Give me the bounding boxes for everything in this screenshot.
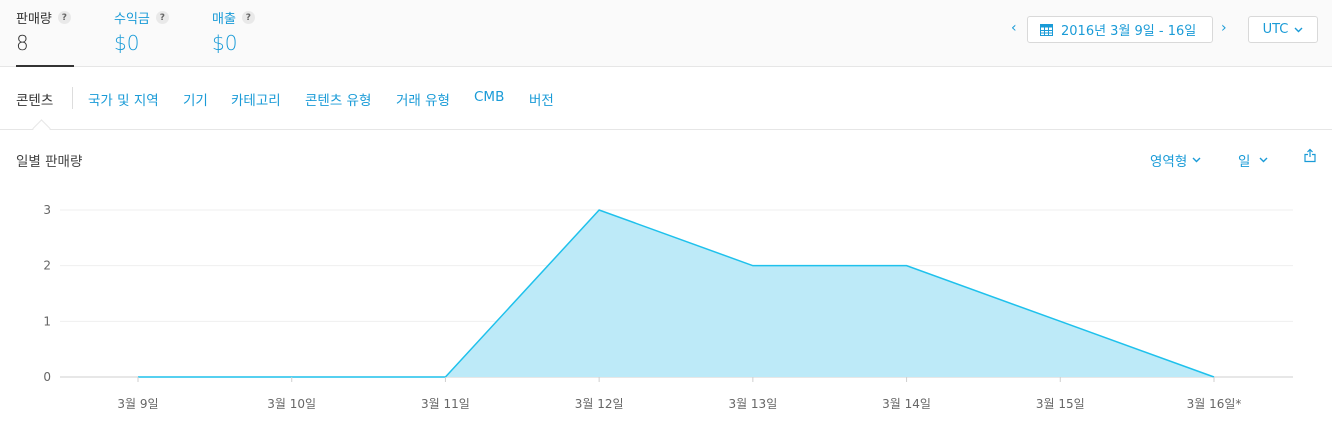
timezone-select[interactable]: UTC [1248, 16, 1318, 43]
chart-title: 일별 판매량 [16, 154, 83, 170]
x-tick-label: 3월 16일* [1187, 397, 1242, 411]
y-tick-label: 1 [43, 314, 51, 328]
tab-cmb[interactable]: CMB [474, 89, 505, 105]
chart-type-label: 영역형 [1150, 154, 1188, 170]
help-icon[interactable]: ? [155, 11, 169, 24]
calendar-icon [1040, 24, 1053, 36]
metric-sales-value: 8 [16, 31, 29, 55]
summary-bar: 판매량? 8 수익금? $0 매출? $0 ‹ 2016년 3월 9일 - 16… [0, 0, 1332, 67]
metric-sales-label: 판매량 [16, 12, 52, 27]
metric-revenue[interactable]: 수익금? $0 [114, 8, 169, 55]
x-tick-label: 3월 11일 [421, 397, 470, 411]
tab-content-type[interactable]: 콘텐츠 유형 [305, 93, 372, 109]
date-range-picker[interactable]: 2016년 3월 9일 - 16일 [1027, 16, 1213, 43]
chart-type-dropdown[interactable]: 영역형 [1150, 150, 1201, 170]
active-tab-pointer [32, 119, 51, 138]
help-icon[interactable]: ? [57, 11, 71, 24]
active-metric-indicator [16, 65, 74, 67]
metric-proceeds[interactable]: 매출? $0 [212, 8, 255, 55]
x-tick-label: 3월 9일 [117, 397, 158, 411]
chevron-right-icon[interactable]: › [1221, 20, 1227, 36]
chevron-down-icon [1294, 27, 1303, 32]
y-tick-label: 3 [43, 203, 51, 217]
interval-dropdown[interactable]: 일 [1238, 150, 1268, 170]
x-tick-label: 3월 13일 [728, 397, 777, 411]
interval-label: 일 [1238, 154, 1251, 170]
metric-proceeds-value: $0 [212, 31, 238, 55]
tab-divider [72, 87, 73, 109]
share-icon[interactable] [1304, 148, 1316, 163]
dimension-tabs: 콘텐츠 국가 및 지역 기기 카테고리 콘텐츠 유형 거래 유형 CMB 버전 [0, 67, 1332, 138]
y-tick-label: 0 [43, 370, 51, 384]
y-tick-label: 2 [43, 259, 51, 273]
tab-content[interactable]: 콘텐츠 [16, 93, 54, 109]
metric-revenue-label: 수익금 [114, 12, 150, 27]
chevron-down-icon [1192, 157, 1201, 163]
tab-version[interactable]: 버전 [529, 93, 554, 109]
tab-region[interactable]: 국가 및 지역 [88, 93, 159, 109]
tab-transaction-type[interactable]: 거래 유형 [396, 93, 450, 109]
tab-device[interactable]: 기기 [183, 93, 208, 109]
x-tick-label: 3월 12일 [575, 397, 624, 411]
help-icon[interactable]: ? [241, 11, 255, 24]
chevron-left-icon[interactable]: ‹ [1011, 20, 1017, 36]
series-line [138, 209, 1215, 378]
x-tick-label: 3월 15일 [1036, 397, 1085, 411]
date-range-label: 2016년 3월 9일 - 16일 [1061, 24, 1197, 39]
tab-category[interactable]: 카테고리 [231, 93, 281, 109]
x-tick-label: 3월 14일 [882, 397, 931, 411]
metric-proceeds-label: 매출 [212, 12, 236, 27]
x-tick-label: 3월 10일 [267, 397, 316, 411]
metric-sales[interactable]: 판매량? 8 [16, 8, 71, 55]
series-area [138, 210, 1214, 377]
metric-revenue-value: $0 [114, 31, 140, 55]
timezone-label: UTC [1262, 22, 1289, 37]
chevron-down-icon [1259, 157, 1268, 163]
